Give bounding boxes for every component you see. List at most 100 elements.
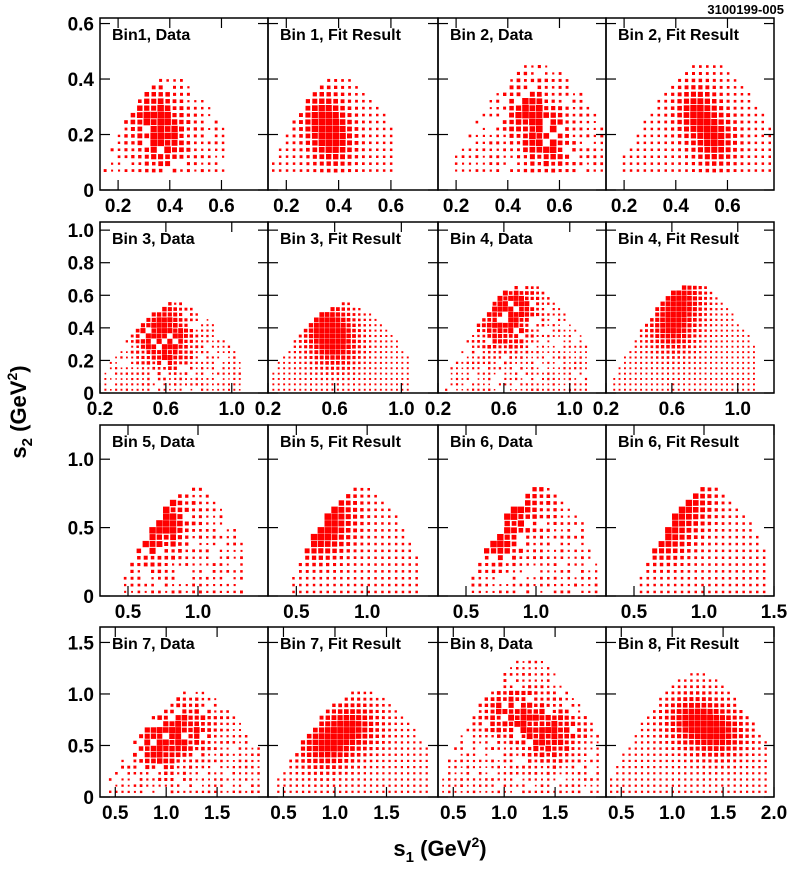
hist-box bbox=[693, 345, 697, 349]
hist-box bbox=[553, 790, 556, 793]
hist-box bbox=[382, 759, 385, 763]
x-axis-title: s1 (GeV2) bbox=[393, 834, 486, 866]
hist-box bbox=[545, 65, 548, 68]
hist-box bbox=[504, 350, 507, 354]
hist-box bbox=[503, 148, 506, 152]
hist-box bbox=[347, 99, 352, 103]
hist-box bbox=[306, 155, 310, 159]
hist-box bbox=[358, 367, 361, 370]
hist-box bbox=[299, 378, 302, 380]
hist-box bbox=[319, 562, 323, 567]
hist-box bbox=[557, 133, 563, 139]
hist-box bbox=[201, 765, 205, 769]
hist-box bbox=[326, 168, 331, 173]
hist-box bbox=[351, 765, 354, 769]
hist-box bbox=[466, 728, 470, 732]
figure-id: 3100199-005 bbox=[707, 2, 784, 17]
hist-box bbox=[665, 784, 668, 787]
hist-box bbox=[565, 162, 569, 166]
hist-box bbox=[285, 169, 289, 172]
hist-box bbox=[413, 735, 416, 738]
hist-box bbox=[677, 356, 680, 359]
hist-box bbox=[503, 334, 508, 338]
hist-box bbox=[725, 733, 732, 739]
hist-box bbox=[186, 106, 190, 110]
hist-box bbox=[529, 105, 536, 112]
hist-box bbox=[544, 99, 548, 103]
hist-box bbox=[528, 778, 531, 781]
hist-box bbox=[171, 119, 178, 125]
x-tick-label: 1.5 bbox=[710, 803, 737, 824]
hist-box bbox=[406, 361, 409, 364]
hist-box bbox=[726, 340, 728, 343]
x-tick-label: 1.0 bbox=[557, 399, 583, 420]
hist-box bbox=[157, 562, 162, 567]
hist-box bbox=[714, 501, 718, 505]
hist-box bbox=[306, 752, 312, 757]
hist-box bbox=[478, 590, 481, 594]
hist-box bbox=[374, 340, 377, 343]
hist-box bbox=[577, 790, 581, 794]
hist-box bbox=[667, 383, 669, 386]
hist-box bbox=[136, 372, 139, 375]
hist-box bbox=[306, 739, 312, 745]
hist-box bbox=[509, 772, 513, 775]
hist-box bbox=[376, 134, 379, 138]
hist-box bbox=[369, 340, 372, 343]
hist-box bbox=[308, 323, 314, 328]
hist-box bbox=[461, 155, 465, 158]
hist-box bbox=[461, 169, 465, 172]
hist-box bbox=[731, 345, 734, 348]
hist-box bbox=[727, 759, 730, 763]
hist-box bbox=[339, 548, 344, 553]
hist-box bbox=[233, 577, 236, 580]
hist-box bbox=[491, 735, 494, 738]
hist-box bbox=[560, 590, 564, 594]
hist-box bbox=[547, 536, 550, 539]
hist-box bbox=[581, 522, 584, 525]
hist-box bbox=[704, 367, 707, 370]
hist-box bbox=[193, 113, 197, 117]
hist-box bbox=[640, 735, 644, 738]
hist-box bbox=[131, 383, 134, 386]
hist-box bbox=[151, 98, 157, 104]
hist-box bbox=[367, 570, 370, 573]
hist-box bbox=[488, 367, 491, 370]
hist-box bbox=[206, 324, 209, 327]
hist-box bbox=[353, 577, 357, 580]
hist-box bbox=[124, 127, 128, 131]
hist-box bbox=[361, 127, 365, 131]
hist-box bbox=[682, 714, 689, 721]
hist-box bbox=[533, 584, 536, 587]
hist-box bbox=[212, 529, 216, 532]
hist-box bbox=[163, 765, 168, 770]
hist-box bbox=[375, 722, 379, 726]
hist-box bbox=[493, 372, 496, 375]
hist-box bbox=[485, 590, 488, 593]
hist-box bbox=[179, 307, 182, 311]
hist-box bbox=[117, 134, 121, 138]
hist-box bbox=[299, 162, 303, 165]
hist-box bbox=[333, 92, 338, 97]
hist-box bbox=[681, 306, 687, 312]
hist-box bbox=[211, 361, 214, 364]
panel-title: Bin 6, Data bbox=[450, 434, 533, 451]
hist-box bbox=[340, 105, 345, 111]
hist-box bbox=[221, 141, 225, 145]
hist-box bbox=[497, 760, 500, 762]
hist-box bbox=[678, 784, 681, 787]
hist-box bbox=[193, 727, 200, 733]
hist-box bbox=[579, 345, 582, 348]
hist-box bbox=[715, 563, 718, 566]
y-tick-label: 0.5 bbox=[68, 736, 95, 757]
hist-box bbox=[131, 388, 134, 391]
hist-box bbox=[721, 529, 725, 532]
hist-box bbox=[369, 388, 371, 391]
hist-box bbox=[653, 741, 656, 744]
hist-box bbox=[565, 134, 569, 138]
hist-box bbox=[534, 778, 537, 781]
hist-box bbox=[715, 302, 718, 305]
hist-box bbox=[577, 734, 581, 738]
hist-box bbox=[694, 714, 701, 721]
hist-box bbox=[650, 328, 654, 333]
